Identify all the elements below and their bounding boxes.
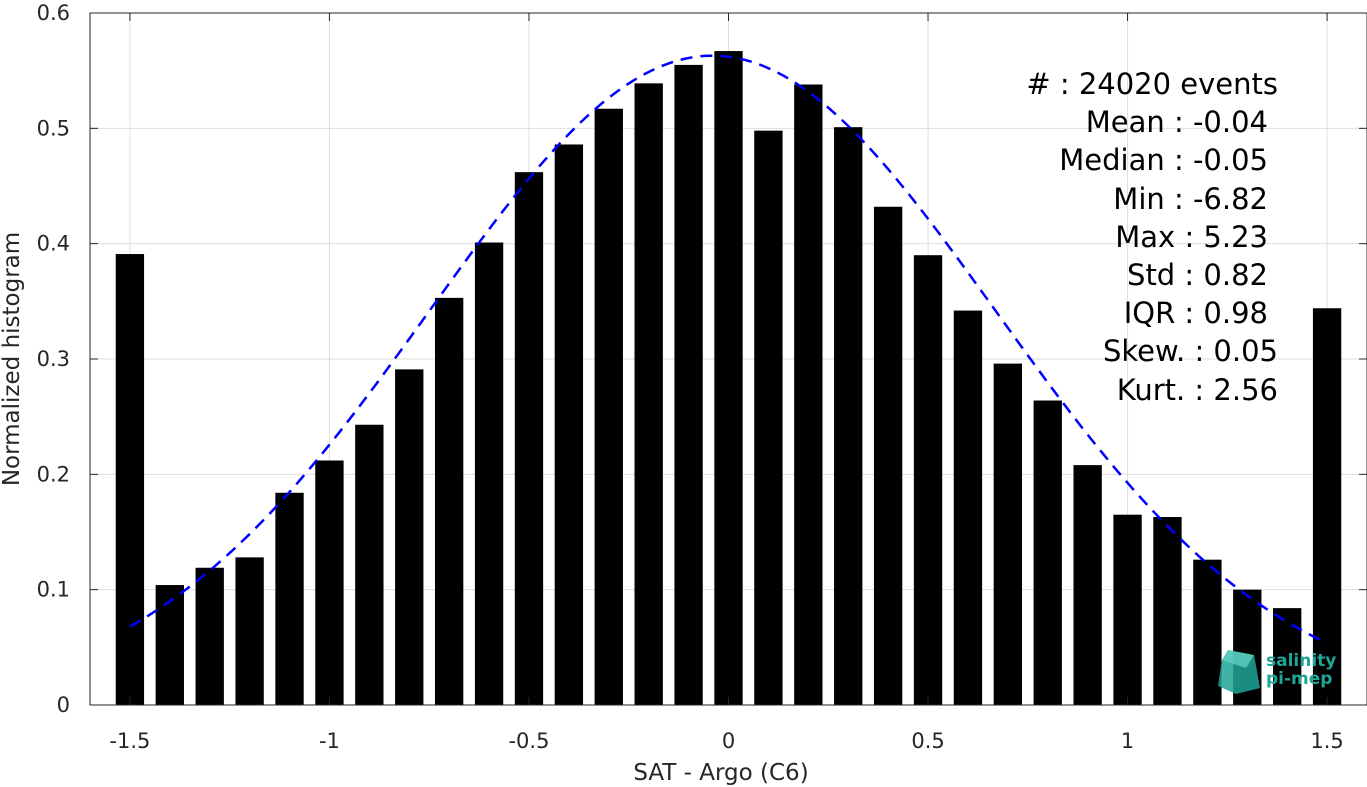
histogram-bar <box>594 108 623 705</box>
histogram-bar <box>714 51 743 706</box>
histogram-bar <box>1033 400 1062 705</box>
y-axis-title: Normalized histogram <box>0 232 25 486</box>
histogram-bar <box>873 206 903 705</box>
histogram-bar <box>993 363 1023 705</box>
histogram-bar <box>634 83 663 705</box>
y-tick-labels: 0 0.1 0.2 0.3 0.4 0.5 0.6 <box>37 1 70 717</box>
stats-annotation: # : 24020 events Mean : -0.04 Median : -… <box>1026 67 1278 407</box>
stat-iqr: IQR : 0.98 <box>1124 296 1268 330</box>
histogram-bar <box>1273 608 1302 705</box>
histogram-bar <box>754 130 783 705</box>
x-tick-label: -1.5 <box>109 729 150 753</box>
histogram-bar <box>674 64 703 705</box>
x-axis-title: SAT - Argo (C6) <box>633 760 808 786</box>
histogram-bar <box>474 242 504 705</box>
stat-skew: Skew. : 0.05 <box>1103 334 1278 368</box>
histogram-bar <box>1193 559 1222 705</box>
y-tick-label: 0.6 <box>37 1 70 25</box>
histogram-bar <box>1153 517 1182 705</box>
y-tick-label: 0.4 <box>37 232 70 256</box>
histogram-bar <box>275 492 304 705</box>
logo-line-1: salinity <box>1266 651 1336 671</box>
stat-count: # : 24020 events <box>1026 67 1278 101</box>
stat-std: Std : 0.82 <box>1127 258 1268 292</box>
stat-min: Min : -6.82 <box>1113 182 1268 216</box>
logo-line-2: pi-mep <box>1266 669 1332 689</box>
stat-kurt: Kurt. : 2.56 <box>1117 373 1278 407</box>
histogram-bar <box>554 144 584 706</box>
histogram-bar <box>953 310 983 705</box>
x-tick-labels: -1.5 -1 -0.5 0 0.5 1 1.5 <box>109 729 1343 753</box>
x-tick-label: -1 <box>319 729 340 753</box>
stat-median: Median : -0.05 <box>1059 143 1268 177</box>
y-tick-label: 0 <box>57 693 70 717</box>
x-tick-label: 0 <box>722 729 735 753</box>
x-tick-label: 1 <box>1121 729 1134 753</box>
histogram-bar <box>195 567 224 705</box>
logo-cube-facet-icon <box>1222 650 1254 668</box>
y-tick-label: 0.1 <box>37 578 70 602</box>
histogram-bar <box>1073 465 1102 705</box>
histogram-bar <box>115 254 145 705</box>
histogram-bar <box>1113 514 1142 705</box>
gaussian-fit-curve <box>129 54 1328 645</box>
x-tick-label: 1.5 <box>1310 729 1343 753</box>
stat-mean: Mean : -0.04 <box>1086 105 1268 139</box>
histogram-bar <box>834 127 863 706</box>
x-tick-label: -0.5 <box>508 729 549 753</box>
salinity-pimep-logo: salinity pi-mep <box>1218 650 1336 694</box>
histogram-bar <box>155 585 184 705</box>
histogram-bars <box>115 51 1342 706</box>
histogram-bar <box>794 84 823 706</box>
histogram-bar <box>315 460 344 705</box>
histogram-bar <box>514 172 544 705</box>
histogram-bar <box>913 255 943 705</box>
stat-max: Max : 5.23 <box>1115 220 1268 254</box>
histogram-bar <box>434 297 464 705</box>
histogram-bar <box>235 557 264 705</box>
x-tick-label: 0.5 <box>911 729 944 753</box>
y-tick-label: 0.3 <box>37 347 70 371</box>
histogram-bar <box>395 369 424 705</box>
histogram-bar <box>1312 308 1342 705</box>
histogram-bar <box>355 424 384 705</box>
y-tick-label: 0.5 <box>37 116 70 140</box>
y-tick-label: 0.2 <box>37 462 70 486</box>
axis-ticks <box>90 12 1367 706</box>
